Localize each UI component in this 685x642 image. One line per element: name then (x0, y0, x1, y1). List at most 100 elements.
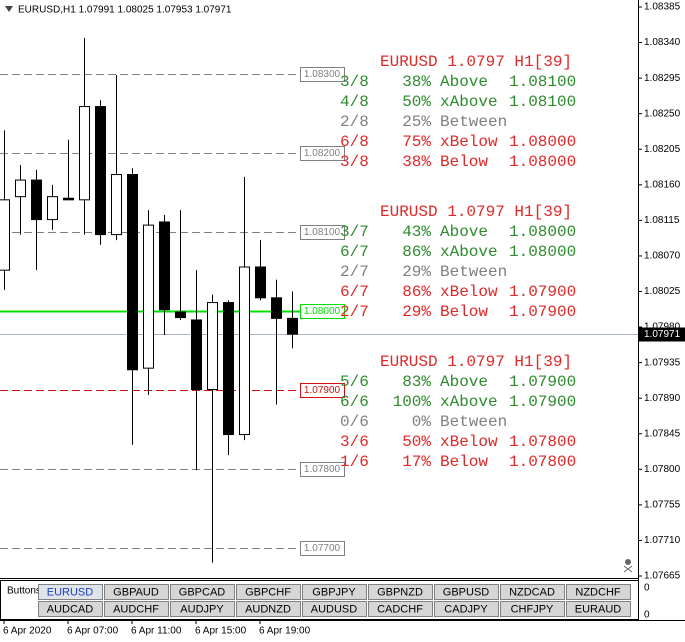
row-percent: 43% (402, 223, 431, 241)
symbol-button-label[interactable]: EURAUD (575, 603, 622, 615)
symbol-button[interactable] (302, 584, 367, 600)
candle-body (143, 224, 154, 369)
x-tick-label: 6 Apr 15:00 (195, 626, 247, 637)
symbol-button[interactable] (104, 601, 169, 617)
row-count: 2/7 (340, 263, 369, 281)
row-count: 6/6 (340, 393, 369, 411)
row-percent: 17% (402, 453, 431, 471)
row-label: Above (440, 223, 488, 241)
candle-body (207, 302, 218, 390)
candle-body (175, 311, 186, 319)
row-count: 2/7 (340, 303, 369, 321)
row-count: 6/7 (340, 283, 369, 301)
symbol-button-label[interactable]: AUDCHF (113, 603, 159, 615)
y-tick-label: 1.07710 (644, 535, 681, 546)
symbol-button-label[interactable]: CHFJPY (511, 603, 554, 615)
candle-body (0, 199, 10, 271)
symbol-button-label[interactable]: CADJPY (444, 603, 488, 615)
row-percent: 29% (402, 263, 431, 281)
level-label-box (300, 462, 345, 477)
candle-body (271, 297, 282, 319)
level-label-box (300, 67, 345, 82)
y-tick-label: 1.08160 (644, 179, 681, 190)
level-label: 1.07700 (304, 543, 341, 554)
symbol-button-label[interactable]: AUDUSD (311, 603, 358, 615)
row-label: Between (440, 413, 507, 431)
symbol-button[interactable] (434, 601, 499, 617)
symbol-button[interactable] (38, 584, 103, 600)
candle-body (127, 174, 138, 371)
y-tick-label: 1.08025 (644, 286, 681, 297)
symbol-button[interactable] (302, 601, 367, 617)
symbol-button-label[interactable]: AUDCAD (47, 603, 94, 615)
symbol-button[interactable] (170, 601, 235, 617)
symbol-button-label[interactable]: AUDJPY (180, 603, 224, 615)
symbol-button[interactable] (236, 584, 301, 600)
candle-body (287, 317, 298, 335)
symbol-button[interactable] (500, 601, 565, 617)
symbol-button-label[interactable]: CADCHF (377, 603, 423, 615)
row-percent: 50% (402, 93, 431, 111)
symbol-button-label[interactable]: AUDNZD (245, 603, 291, 615)
row-count: 1/6 (340, 453, 369, 471)
row-label: Between (440, 263, 507, 281)
row-count: 3/8 (340, 73, 369, 91)
row-count: 2/8 (340, 113, 369, 131)
symbol-icon (5, 6, 13, 12)
row-price: 1.08000 (509, 153, 576, 171)
candle-body (79, 106, 90, 201)
row-percent: 38% (402, 153, 431, 171)
row-price: 1.07900 (509, 303, 576, 321)
level-label: 1.08300 (304, 69, 341, 80)
symbol-button[interactable] (434, 584, 499, 600)
symbol-button[interactable] (104, 584, 169, 600)
symbol-button-label[interactable]: NZDCAD (509, 586, 555, 598)
level-label: 1.07900 (304, 385, 341, 396)
symbol-button-label[interactable]: NZDCHF (575, 586, 620, 598)
candle-body (31, 179, 42, 221)
y-tick-label: 1.07935 (644, 357, 681, 368)
row-percent: 29% (402, 303, 431, 321)
candle-body (255, 266, 266, 299)
row-price: 1.08100 (509, 73, 576, 91)
symbol-button-label[interactable]: GBPCHF (245, 586, 291, 598)
x-tick-label: 6 Apr 07:00 (67, 626, 119, 637)
symbol-button-label[interactable]: GBPNZD (377, 586, 423, 598)
row-count: 6/8 (340, 133, 369, 151)
row-price: 1.07800 (509, 453, 576, 471)
symbol-button[interactable] (236, 601, 301, 617)
y-tick-label: 1.07665 (644, 571, 681, 582)
symbol-button[interactable] (500, 584, 565, 600)
y-tick-label: 1.08385 (644, 2, 681, 13)
symbol-button-label[interactable]: GBPUSD (443, 586, 490, 598)
symbol-button-label[interactable]: GBPAUD (113, 586, 159, 598)
symbol-button[interactable] (38, 601, 103, 617)
symbol-button[interactable] (368, 601, 433, 617)
symbol-button[interactable] (566, 584, 631, 600)
row-label: Below (440, 153, 488, 171)
row-label: Above (440, 73, 488, 91)
symbol-button-label[interactable]: GBPCAD (179, 586, 226, 598)
symbol-button-label[interactable]: GBPJPY (312, 586, 356, 598)
row-percent: 86% (402, 243, 431, 261)
row-percent: 86% (402, 283, 431, 301)
candle-body (95, 106, 106, 236)
symbol-button[interactable] (566, 601, 631, 617)
y-tick-label: 1.08115 (644, 215, 680, 226)
panel-header: EURUSD 1.0797 H1[39] (380, 203, 572, 221)
row-price: 1.08000 (509, 133, 576, 151)
close-icon[interactable] (623, 559, 633, 573)
row-label: xBelow (440, 283, 498, 301)
level-label-box (300, 383, 345, 398)
row-percent: 100% (393, 393, 432, 411)
level-label: 1.08000 (304, 306, 341, 317)
symbol-button[interactable] (170, 584, 235, 600)
row-percent: 38% (402, 73, 431, 91)
level-label-box (300, 225, 345, 240)
candle-body (223, 302, 234, 436)
symbol-button-label[interactable]: EURUSD (47, 586, 94, 598)
row-count: 5/6 (340, 373, 369, 391)
symbol-button[interactable] (368, 584, 433, 600)
